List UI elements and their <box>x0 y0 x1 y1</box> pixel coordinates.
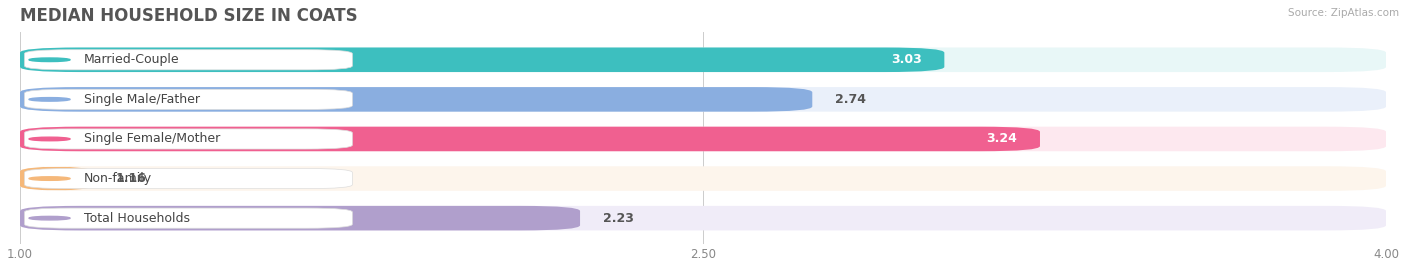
Text: Total Households: Total Households <box>84 212 190 225</box>
FancyBboxPatch shape <box>24 50 353 70</box>
FancyBboxPatch shape <box>20 127 1040 151</box>
FancyBboxPatch shape <box>24 208 353 228</box>
Circle shape <box>30 98 70 101</box>
FancyBboxPatch shape <box>20 166 93 191</box>
Text: 2.74: 2.74 <box>835 93 866 106</box>
Text: 2.23: 2.23 <box>603 212 634 225</box>
FancyBboxPatch shape <box>20 87 813 112</box>
FancyBboxPatch shape <box>24 89 353 109</box>
Text: MEDIAN HOUSEHOLD SIZE IN COATS: MEDIAN HOUSEHOLD SIZE IN COATS <box>20 7 357 25</box>
Text: Married-Couple: Married-Couple <box>84 53 180 66</box>
Text: 1.16: 1.16 <box>115 172 146 185</box>
Circle shape <box>30 216 70 220</box>
Text: 3.03: 3.03 <box>891 53 921 66</box>
FancyBboxPatch shape <box>20 206 1386 230</box>
FancyBboxPatch shape <box>20 87 1386 112</box>
Text: Non-family: Non-family <box>84 172 152 185</box>
Text: Source: ZipAtlas.com: Source: ZipAtlas.com <box>1288 8 1399 18</box>
Circle shape <box>30 137 70 141</box>
Text: Single Female/Mother: Single Female/Mother <box>84 132 219 146</box>
FancyBboxPatch shape <box>24 129 353 149</box>
FancyBboxPatch shape <box>20 206 581 230</box>
FancyBboxPatch shape <box>20 47 1386 72</box>
Circle shape <box>30 58 70 62</box>
FancyBboxPatch shape <box>20 127 1386 151</box>
FancyBboxPatch shape <box>20 166 1386 191</box>
Text: Single Male/Father: Single Male/Father <box>84 93 200 106</box>
Circle shape <box>30 177 70 180</box>
FancyBboxPatch shape <box>20 47 945 72</box>
FancyBboxPatch shape <box>24 169 353 189</box>
Text: 3.24: 3.24 <box>987 132 1017 146</box>
